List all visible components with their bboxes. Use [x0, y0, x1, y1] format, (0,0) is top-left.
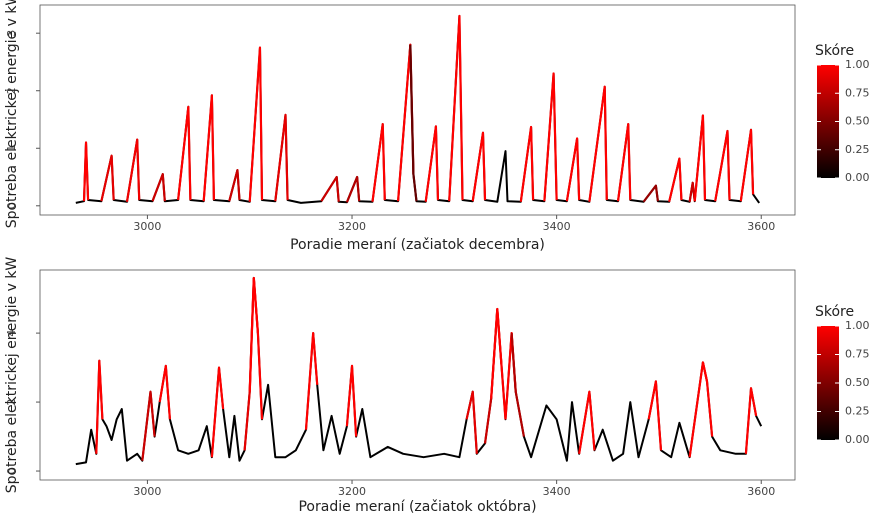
- scored-segment: [248, 46, 264, 202]
- colorbar: [817, 65, 839, 178]
- colorbar: [817, 326, 839, 440]
- x-tick-label: 3000: [133, 220, 161, 233]
- scored-segment: [345, 175, 361, 203]
- x-tick-label: 3400: [543, 220, 571, 233]
- colorbar-label: 1.00: [845, 58, 870, 71]
- legend-title: Skóre: [815, 43, 854, 59]
- y-tick-label: 0: [5, 468, 18, 475]
- colorbar-label: 0.25: [845, 143, 870, 156]
- scored-segment: [274, 113, 289, 202]
- scored-segment: [371, 122, 386, 202]
- scored-segment: [210, 366, 225, 458]
- legend-title: Skóre: [815, 304, 854, 320]
- scored-segment: [543, 72, 558, 202]
- scored-segment: [744, 387, 758, 454]
- x-axis-label: Poradie meraní (začiatok decembra): [290, 237, 545, 253]
- colorbar-label: 0.25: [845, 405, 870, 418]
- scored-segment: [141, 390, 156, 461]
- scored-segment: [125, 138, 141, 202]
- colorbar-label: 0.00: [845, 171, 870, 184]
- scored-segment: [616, 122, 632, 202]
- scored-segment: [82, 141, 90, 202]
- scored-segment: [642, 184, 660, 203]
- y-tick-label: 4: [5, 330, 18, 337]
- colorbar-label: 0.75: [845, 348, 870, 361]
- scored-segment: [95, 359, 104, 454]
- scored-segment: [202, 94, 216, 202]
- scored-segment: [647, 380, 663, 451]
- scored-segment: [714, 129, 731, 202]
- scored-segment: [409, 44, 418, 202]
- scored-segment: [158, 364, 172, 420]
- y-axis-label: Spotreba elektrickej energie v kW: [4, 0, 20, 228]
- y-tick-label: 3: [5, 30, 18, 37]
- scored-segment: [252, 277, 264, 420]
- y-tick-label: 0: [5, 202, 18, 209]
- scored-segment: [496, 308, 507, 420]
- scored-segment: [565, 137, 581, 202]
- x-tick-label: 3200: [338, 485, 366, 498]
- x-tick-label: 3000: [133, 485, 161, 498]
- x-tick-label: 3200: [338, 220, 366, 233]
- x-tick-label: 3600: [747, 220, 775, 233]
- scored-segment: [688, 181, 696, 202]
- plot-panel: [39, 269, 796, 481]
- plot-panel: [39, 4, 796, 216]
- colorbar-label: 0.50: [845, 376, 870, 389]
- scored-segment: [668, 157, 683, 203]
- y-axis-label: Spotreba elektrickej energie v kW: [4, 257, 20, 494]
- x-tick-label: 3600: [747, 485, 775, 498]
- scored-segment: [177, 105, 192, 201]
- colorbar-label: 0.00: [845, 433, 870, 446]
- scored-segment: [228, 169, 241, 202]
- scored-segment: [471, 131, 487, 202]
- scored-segment: [448, 14, 464, 202]
- scored-segment: [701, 362, 714, 437]
- y-tick-label: 2: [5, 87, 18, 94]
- scored-segment: [151, 173, 166, 202]
- scored-segment: [739, 128, 755, 202]
- scored-segment: [588, 85, 608, 202]
- colorbar-label: 1.00: [845, 319, 870, 332]
- scored-segment: [510, 333, 525, 437]
- x-axis-label: Poradie meraní (začiatok októbra): [298, 499, 536, 515]
- x-tick-label: 3400: [543, 485, 571, 498]
- scored-segment: [519, 125, 535, 202]
- scored-segment: [465, 390, 478, 454]
- scored-segment: [693, 114, 707, 202]
- colorbar-label: 0.50: [845, 115, 870, 128]
- scored-segment: [424, 125, 440, 202]
- scored-segment: [304, 332, 319, 430]
- colorbar-label: 0.75: [845, 86, 870, 99]
- scored-segment: [578, 390, 596, 454]
- y-tick-label: 1: [5, 145, 18, 152]
- y-tick-label: 2: [5, 399, 18, 406]
- scored-segment: [320, 175, 340, 202]
- scored-segment: [100, 154, 115, 202]
- scored-segment: [345, 364, 358, 437]
